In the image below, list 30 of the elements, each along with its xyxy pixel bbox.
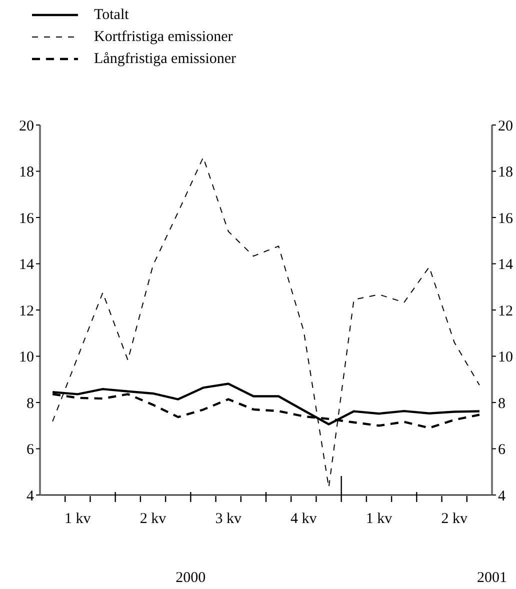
- legend-label: Totalt: [94, 6, 129, 24]
- legend-label: Långfristiga emissioner: [94, 50, 236, 68]
- x-tick-label: 1 kv: [366, 511, 393, 527]
- y-tick-label: 4: [26, 488, 34, 504]
- x-tick-label: 2 kv: [140, 511, 167, 527]
- y-tick-label: 8: [26, 396, 34, 412]
- x-tick-label: 3 kv: [215, 511, 242, 527]
- x-tick-label: 4 kv: [290, 511, 318, 527]
- y2-tick-label: 14: [498, 257, 514, 274]
- text: 2001: [477, 570, 507, 587]
- y-tick-label: 18: [19, 164, 34, 181]
- x-tick-label: 1 kv: [64, 511, 92, 527]
- y-tick-label: 20: [19, 118, 34, 134]
- y2-tick-label: 12: [498, 303, 513, 320]
- legend-label: Kortfristiga emissioner: [94, 28, 233, 46]
- y-tick-label: 14: [19, 257, 34, 274]
- y-tick-label: 12: [19, 303, 34, 320]
- y2-tick-label: 4: [498, 488, 506, 504]
- y2-tick-label: 20: [498, 118, 513, 134]
- y-tick-label: 6: [26, 442, 34, 458]
- y2-tick-label: 8: [498, 396, 506, 412]
- text: 2000: [176, 570, 206, 587]
- x-tick-label: 2 kv: [441, 511, 468, 527]
- y2-tick-label: 10: [498, 350, 513, 366]
- y-tick-label: 10: [19, 350, 34, 366]
- line-series: [52, 156, 480, 488]
- y2-tick-label: 6: [498, 442, 506, 458]
- y2-tick-label: 18: [498, 164, 513, 181]
- y2-tick-label: 16: [498, 210, 514, 227]
- y-tick-label: 16: [19, 210, 34, 227]
